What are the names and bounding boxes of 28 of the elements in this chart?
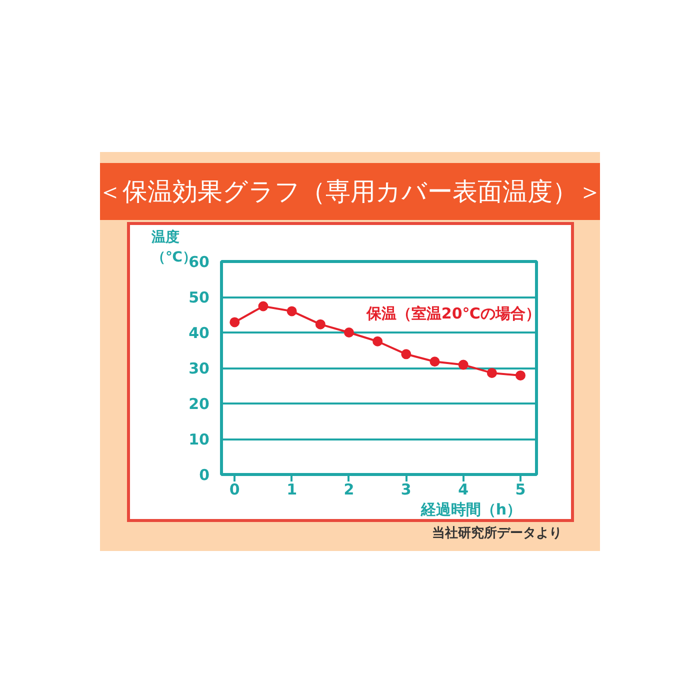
point [486, 368, 497, 378]
point [401, 349, 412, 360]
chart-title: ＜保温効果グラフ（専用カバー表面温度）＞ [98, 176, 602, 208]
x-tick-label: 5 [515, 480, 526, 498]
y-tick-label: 50 [188, 288, 210, 306]
x-axis-title: 経過時間（h） [420, 500, 522, 518]
x-tick-label: 3 [400, 480, 412, 498]
point [258, 301, 268, 312]
point [515, 370, 526, 380]
x-tick-label: 0 [229, 480, 240, 498]
y-tick-label: 20 [188, 395, 210, 413]
point [344, 328, 354, 338]
point [286, 306, 297, 316]
y-tick-label: 10 [188, 430, 210, 448]
series-label: 保温（室温20℃の場合） [365, 304, 540, 323]
x-tick-label: 1 [286, 480, 298, 498]
x-tick-label: 2 [344, 480, 354, 498]
point [372, 336, 383, 346]
point [230, 317, 240, 328]
point [315, 319, 326, 330]
x-tick-label: 4 [458, 480, 469, 498]
y-tick-label: 30 [188, 360, 210, 378]
text: 当社研究所データより [432, 525, 562, 543]
point [458, 360, 468, 370]
y-tick-label: 60 [188, 253, 210, 271]
point [430, 356, 440, 367]
y-tick-label: 40 [188, 324, 210, 342]
y-tick-label: 0 [199, 466, 210, 484]
